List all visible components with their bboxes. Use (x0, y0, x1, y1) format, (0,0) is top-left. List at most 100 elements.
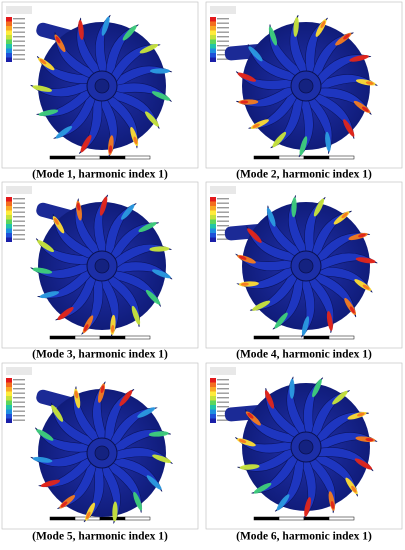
caption: (Mode 3, harmonic index 1) (32, 349, 168, 361)
legend-tick (13, 27, 25, 29)
stress-peak (365, 259, 374, 263)
legend-swatch (6, 210, 12, 215)
legend-swatch (6, 414, 12, 419)
caption: (Mode 6, harmonic index 1) (236, 531, 372, 543)
legend-tick (217, 18, 229, 20)
stress-peak (351, 485, 357, 493)
legend-tick (217, 22, 229, 24)
stress-band (152, 454, 172, 463)
stress-peak (238, 439, 247, 443)
stress-peak (111, 324, 115, 333)
stress-peak (239, 73, 247, 78)
stress-band (112, 501, 118, 522)
legend-swatch (6, 44, 12, 49)
blade (235, 71, 297, 90)
impeller (30, 381, 173, 524)
legend-tick (13, 58, 25, 60)
legend-header (6, 367, 32, 375)
scale-segment (328, 516, 355, 521)
scale-bar (49, 516, 151, 521)
blade (30, 446, 92, 468)
stress-band (299, 136, 308, 156)
blade-body (81, 274, 104, 335)
legend-header (6, 6, 32, 14)
legend-swatch (210, 44, 216, 49)
stress-peak (74, 390, 79, 399)
scale-segment (74, 335, 101, 340)
stress-peak (252, 123, 260, 129)
blade (78, 93, 103, 154)
legend-swatch (210, 409, 216, 414)
scale-segment (124, 335, 151, 340)
stress-peak (349, 306, 355, 314)
legend-tick (13, 49, 25, 51)
legend-tick (13, 225, 25, 227)
stress-band (138, 222, 157, 233)
blade-body (83, 461, 105, 523)
stress-peak (348, 127, 354, 135)
legend-swatch (6, 418, 12, 423)
stress-peak (83, 324, 89, 332)
impeller (224, 376, 378, 519)
legend-tick (13, 388, 25, 390)
legend-swatch (6, 21, 12, 26)
blade-body (313, 87, 372, 115)
blade (305, 17, 328, 78)
blade-body (311, 32, 354, 83)
blade (244, 409, 301, 444)
scale-segment (74, 155, 101, 160)
blade-body (106, 270, 161, 307)
stress-peak (53, 217, 59, 225)
blade-body (313, 447, 374, 472)
blade-body (50, 402, 100, 448)
blade-body (78, 93, 103, 154)
blade (274, 453, 304, 512)
legend-tick (13, 216, 25, 218)
legend-tick (217, 58, 229, 60)
legend-tick (217, 27, 229, 29)
blade (81, 274, 104, 335)
stress-peak (365, 438, 374, 442)
blade (310, 210, 352, 263)
blade (111, 243, 172, 271)
legend-tick (217, 401, 229, 403)
stress-band (274, 312, 288, 329)
blade (288, 195, 312, 257)
blade (106, 270, 161, 307)
stress-band (131, 305, 141, 325)
blade (236, 81, 297, 108)
legend-swatch (210, 30, 216, 35)
legend-tick (13, 415, 25, 417)
stress-band (239, 464, 260, 470)
caption: (Mode 1, harmonic index 1) (32, 169, 168, 181)
blade-body (92, 381, 110, 443)
legend-tick (13, 238, 25, 240)
blade (96, 275, 120, 337)
hub-bore (94, 258, 110, 274)
blade (298, 457, 317, 519)
scale-segment (124, 516, 151, 521)
stress-band (266, 207, 276, 227)
blade-body (106, 90, 160, 129)
stress-band (55, 125, 73, 139)
legend-tick (217, 225, 229, 227)
blade-body (236, 81, 297, 108)
legend-tick (217, 202, 229, 204)
legend-swatch (6, 396, 12, 401)
stress-band (51, 404, 64, 422)
stress-peak (100, 385, 105, 394)
blade (30, 79, 92, 98)
scale-segment (278, 516, 305, 521)
legend-tick (217, 410, 229, 412)
blade-body (272, 272, 304, 330)
stress-band (36, 429, 54, 441)
stress-band (148, 431, 169, 437)
blade-body (34, 427, 95, 453)
legend-swatch (210, 210, 216, 215)
stress-band (248, 46, 263, 62)
blade-body (110, 82, 172, 102)
caption: (Mode 5, harmonic index 1) (32, 531, 168, 543)
legend-swatch (210, 405, 216, 410)
blade-body (247, 44, 302, 82)
